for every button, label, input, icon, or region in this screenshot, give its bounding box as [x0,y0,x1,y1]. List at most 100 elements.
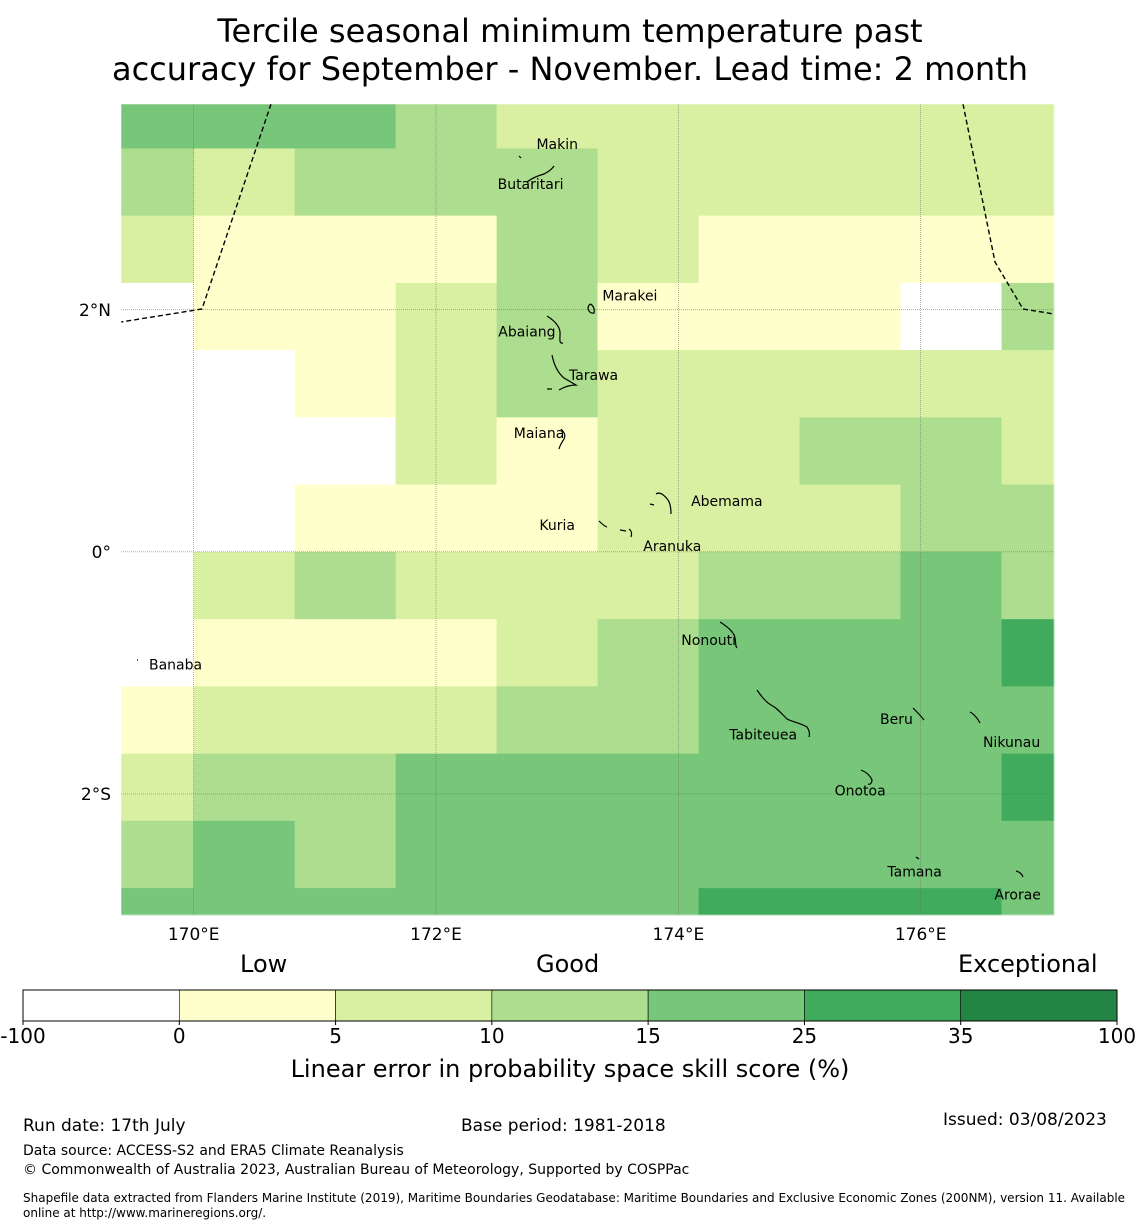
grid-cell-r2-c5 [597,215,700,284]
grid-cell-r8-c7 [799,619,901,687]
grid-cell-r9-c9 [1001,686,1055,755]
grid-cell-r9-c8 [900,686,1003,755]
grid-cell-r3-c5 [597,282,700,351]
coastline-arorae [1015,870,1024,878]
grid-cell-r10-c1 [193,753,296,822]
grid-cell-r8-c5 [597,619,700,687]
grid-cell-r0-c8 [900,104,1003,149]
grid-cell-r8-c0 [121,619,195,687]
grid-cell-r2-c7 [799,215,901,284]
grid-cell-r1-c4 [496,148,599,217]
grid-cell-r5-c0 [121,417,195,486]
grid-cell-r1-c5 [597,148,700,217]
grid-cell-r12-c0 [121,888,195,916]
grid-cell-r11-c3 [395,820,498,889]
colorbar-category-exceptional: Exceptional [958,950,1098,978]
longitude-tick-label: 172°E [410,925,462,945]
colorbar-tick-label: 0 [173,1024,186,1048]
eez-boundary-east [962,103,1055,315]
grid-cell-r9-c0 [121,686,195,755]
colorbar-tick-label: 10 [479,1024,504,1048]
island-label-abaiang: Abaiang [498,325,555,341]
eez-boundaries [120,103,1055,323]
grid-cell-r0-c0 [121,104,195,149]
latitude-tick-label: 0° [92,543,111,563]
grid-cell-r5-c1 [193,417,296,486]
grid-cell-r9-c5 [597,686,700,755]
grid-cell-r3-c1 [193,282,296,351]
colorbar-segment-5 [804,989,962,1022]
shapefile-note: Shapefile data extracted from Flanders M… [23,1191,1126,1220]
grid-cell-r6-c5 [597,484,700,553]
grid-cell-r9-c2 [294,686,397,755]
grid-cell-r12-c5 [597,888,700,916]
grid-cell-r7-c3 [395,551,498,620]
grid-cell-r3-c3 [395,282,498,351]
grid-cell-r0-c4 [496,104,599,149]
grid-cell-r7-c9 [1001,551,1055,620]
coastline-butaritari [526,165,555,183]
grid-cell-r3-c8 [900,282,1003,351]
grid-cell-r0-c6 [698,104,801,149]
grid-cell-r7-c0 [121,551,195,620]
coastline-tamana [915,856,920,860]
grid-cell-r1-c9 [1001,148,1055,217]
grid-cell-r8-c3 [395,619,498,687]
grid-cell-r4-c3 [395,350,498,418]
longitude-tick-label: 174°E [653,925,705,945]
grid-cell-r6-c2 [294,484,397,553]
grid-cell-r12-c6 [698,888,801,916]
grid-cell-r1-c7 [799,148,901,217]
coastline-abemama-west [649,503,655,506]
colorbar-tick-label: 25 [792,1024,817,1048]
grid-cell-r7-c1 [193,551,296,620]
grid-cell-r6-c8 [900,484,1003,553]
grid-cell-r11-c6 [698,820,801,889]
grid-cell-r11-c7 [799,820,901,889]
longitude-tick-label: 176°E [895,925,947,945]
grid-cell-r10-c2 [294,753,397,822]
coastline-beru [912,707,925,721]
island-coastlines [137,155,1024,878]
grid-cell-r2-c2 [294,215,397,284]
island-labels: Makin Butaritari Marakei Abaiang Tarawa Maian… [149,137,1041,903]
grid-cell-r5-c6 [698,417,801,486]
base-period: Base period: 1981-2018 [461,1116,666,1136]
island-label-tabiteuea: Tabiteuea [728,728,797,744]
colorbar [22,989,1118,1022]
grid-cell-r9-c7 [799,686,901,755]
grid-cell-r7-c7 [799,551,901,620]
grid-cell-r3-c0 [121,282,195,351]
grid-cell-r1-c0 [121,148,195,217]
grid-cell-r1-c6 [698,148,801,217]
grid-cell-r10-c8 [900,753,1003,822]
run-date: Run date: 17th July [23,1116,186,1136]
grid-cell-r0-c5 [597,104,700,149]
coastline-tarawa [551,354,579,391]
island-label-beru: Beru [880,712,913,728]
grid-cell-r2-c3 [395,215,498,284]
grid-cell-r4-c2 [294,350,397,418]
grid-cell-r5-c8 [900,417,1003,486]
colorbar-segment-3 [491,989,649,1022]
colorbar-tick-label: 5 [329,1024,342,1048]
grid-cell-r11-c5 [597,820,700,889]
grid-cell-r8-c9 [1001,619,1055,687]
grid-cell-r6-c0 [121,484,195,553]
grid-cell-r2-c9 [1001,215,1055,284]
colorbar-segment-6 [960,989,1118,1022]
island-label-onotoa: Onotoa [835,783,886,799]
grid-cell-r7-c6 [698,551,801,620]
eez-boundary-west [120,103,272,323]
grid-cell-r6-c1 [193,484,296,553]
grid-cell-r9-c4 [496,686,599,755]
grid-cell-r4-c6 [698,350,801,418]
island-label-marakei: Marakei [602,288,657,304]
grid-cell-r4-c4 [496,350,599,418]
grid-cell-r12-c1 [193,888,296,916]
grid-cell-r12-c2 [294,888,397,916]
coastline-abemama [655,492,672,515]
grid-cell-r11-c4 [496,820,599,889]
grid-cell-r0-c7 [799,104,901,149]
island-label-makin: Makin [536,137,578,153]
